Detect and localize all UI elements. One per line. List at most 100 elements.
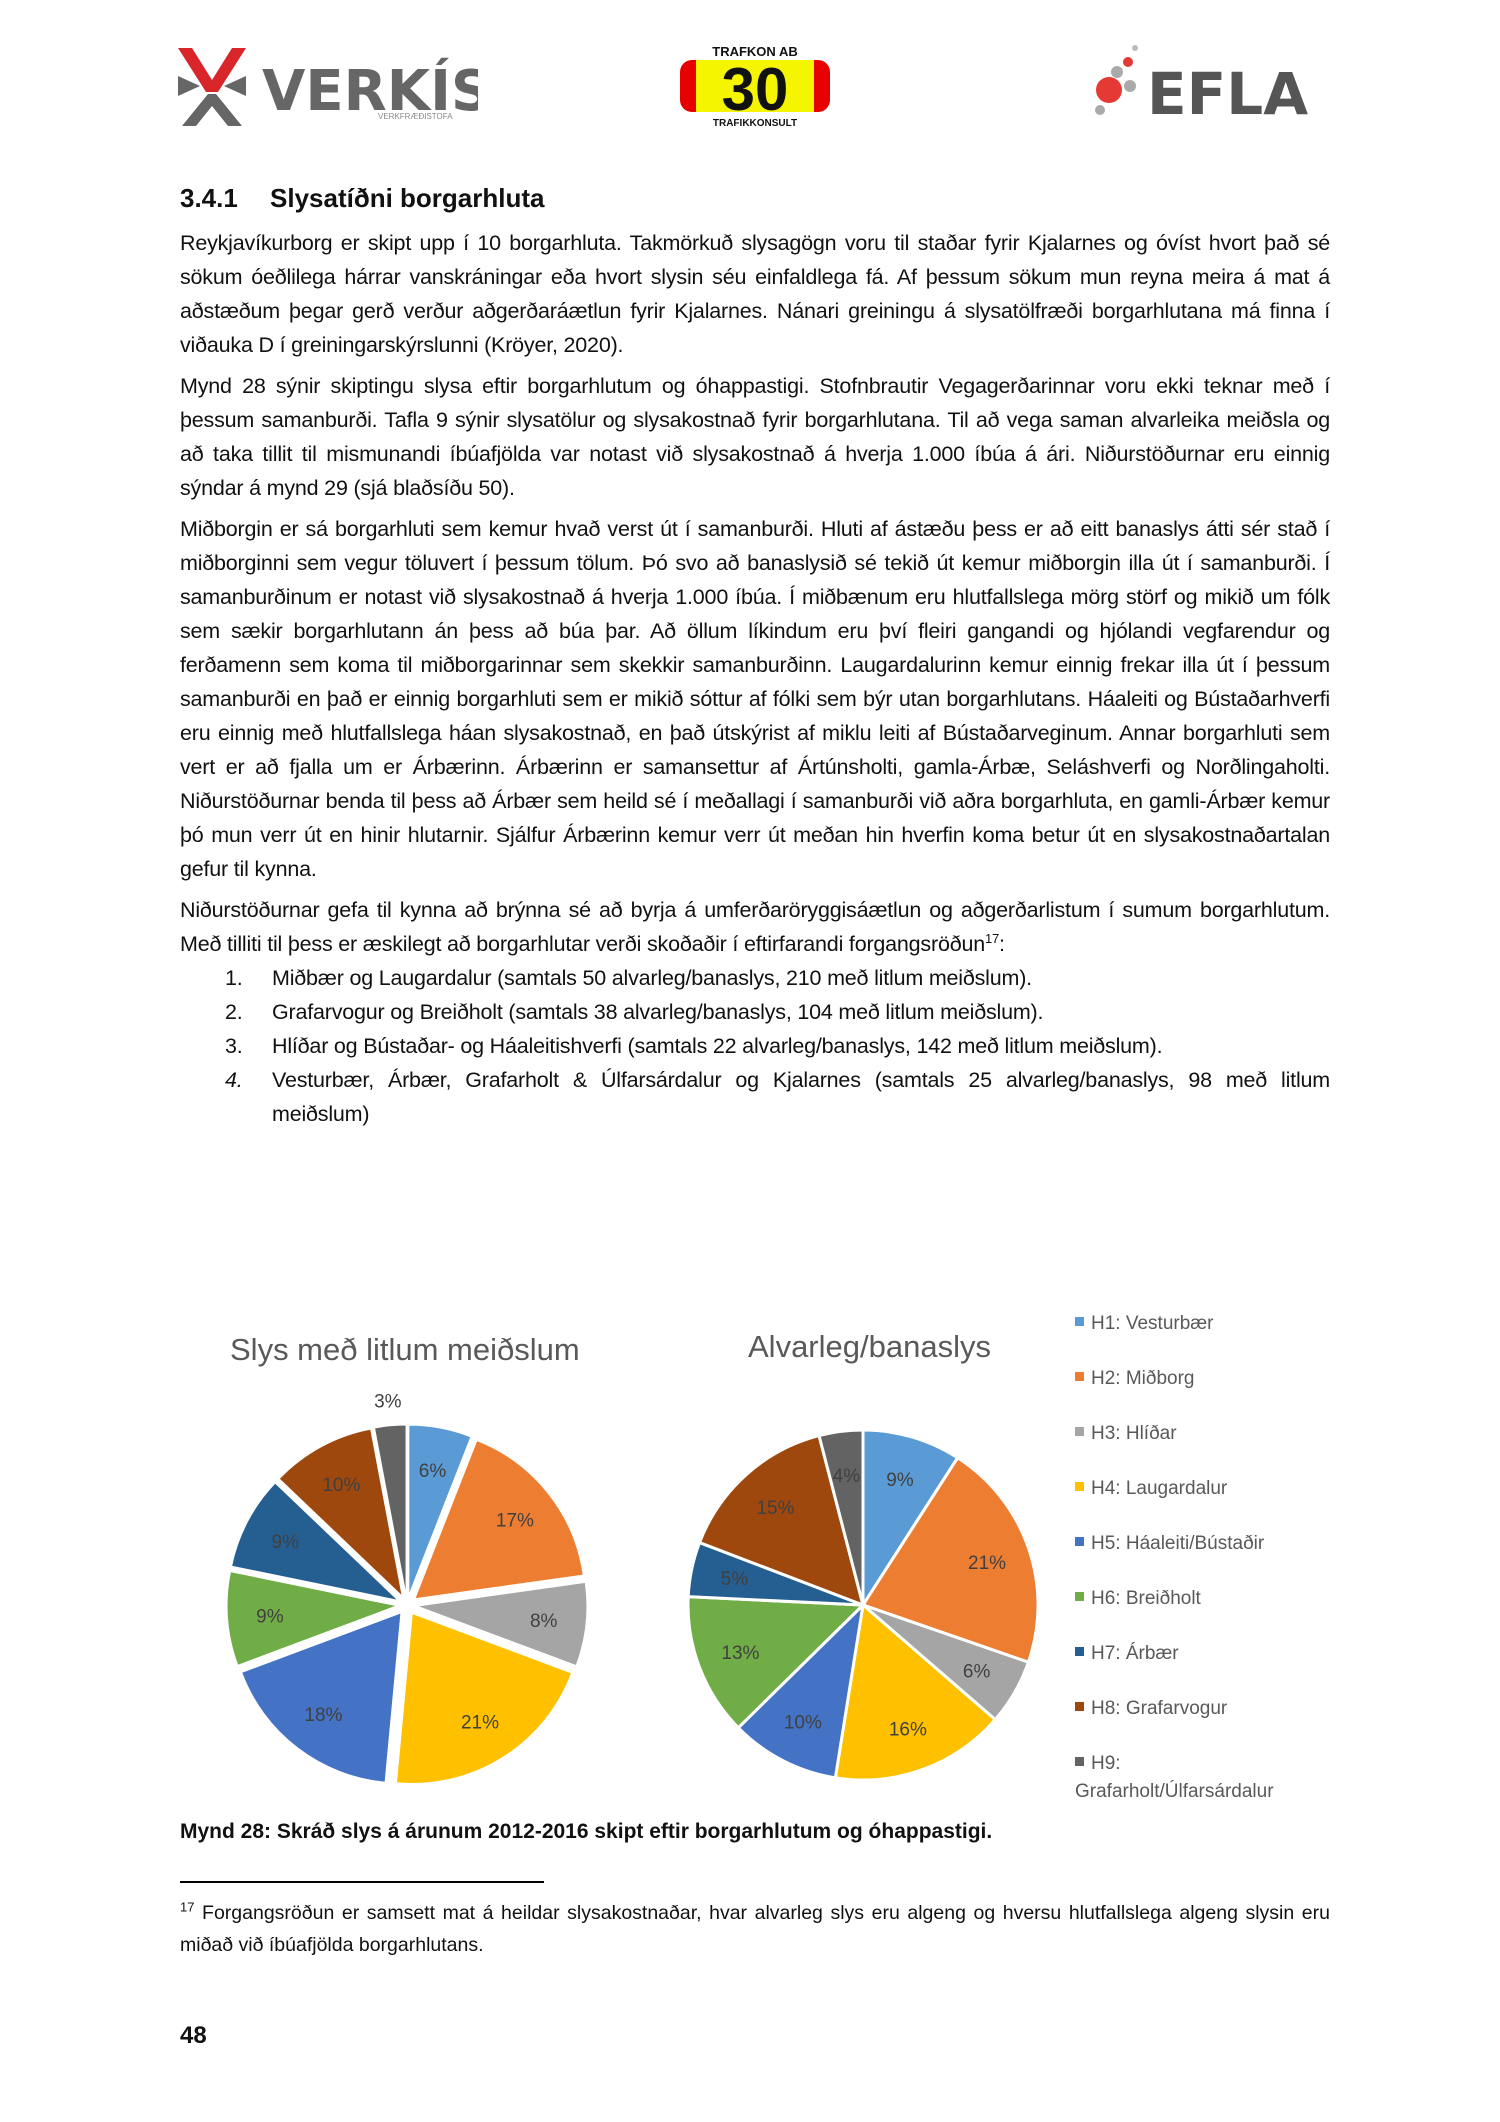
svg-text:TRAFKON AB: TRAFKON AB [712,44,797,59]
footnote-number: 17 [180,1899,195,1915]
legend-item: H4: Laugardalur [1075,1475,1227,1503]
legend-item: H1: Vesturbær [1075,1310,1214,1338]
pie-data-label: 9% [271,1532,299,1553]
pie-slice-5 [736,1600,866,1780]
footnote: 17 Forgangsröðun er samsett mat á heilda… [180,1897,1330,1961]
legend-swatch [1075,1482,1084,1492]
list-item: 1. Miðbær og Laugardalur (samtals 50 alva… [225,966,1032,990]
pie-data-label: 21% [461,1713,499,1734]
legend-swatch [1075,1372,1084,1382]
legend-swatch [1075,1647,1084,1657]
pie-data-label: 17% [496,1511,534,1532]
figure-caption: Mynd 28: Skráð slys á árunum 2012-2016 s… [180,1820,993,1843]
legend-item: H7: Árbær [1075,1640,1179,1668]
verkis-mark-icon: VERKÍS [178,48,491,126]
pie-slice-7 [231,1482,400,1602]
legend-label: H1: Vesturbær [1091,1313,1214,1334]
legend-label: H5: Háaleiti/Bústaðir [1091,1533,1265,1554]
list-item: 4. Vesturbær, Árbær, Grafarholt & Úlfarsá… [225,1068,1330,1126]
pie-chart-minor-injuries: 6% 17% 8% 21% 18% 9% 9% 10% 3% [226,1391,588,1784]
legend-item: H8: Grafarvogur [1075,1695,1227,1723]
footnote-separator [180,1881,544,1883]
pie-slice-9 [817,1428,865,1606]
section-heading: 3.4.1 Slysatíðni borgarhluta [180,183,545,214]
footnote-reference[interactable]: 17 [984,930,1000,946]
pie-data-label: 21% [968,1553,1006,1574]
pie-slice-6 [226,1571,399,1666]
trafkon-logo: TRAFKON AB 30 TRAFIKKONSULT [680,44,830,130]
pie-slice-4 [833,1602,998,1782]
pie-data-label: 9% [256,1607,284,1628]
efla-mark-icon: EFLA [1095,45,1308,128]
pie-data-label: 4% [833,1466,861,1487]
pie-data-label: 15% [756,1498,794,1519]
page-number: 48 [180,2022,207,2049]
pie-data-label: 13% [721,1643,759,1664]
legend-label: H9: [1091,1753,1121,1774]
pie-slice-9 [373,1424,407,1596]
legend-item: H3: Hlíðar [1075,1420,1177,1448]
svg-text:TRAFIKKONSULT: TRAFIKKONSULT [713,118,797,129]
legend-item: H9: Grafarholt/Úlfarsárdalur [1075,1750,1274,1806]
pie-data-label: 9% [886,1470,914,1491]
pie-slice-1 [861,1428,960,1611]
legend-item: H5: Háaleiti/Bústaðir [1075,1530,1264,1558]
pie-slice-6 [686,1595,867,1730]
legend-label: H3: Hlíðar [1091,1423,1177,1444]
svg-text:EFLA: EFLA [1147,60,1308,124]
pie-slice-1 [408,1424,472,1596]
pie-data-label: 18% [304,1705,342,1726]
pie-slice-2 [860,1455,1040,1665]
legend-label: H8: Grafarvogur [1091,1698,1228,1719]
pie-data-label: 10% [784,1713,822,1734]
efla-logo: EFLA [1095,42,1340,128]
pie-data-label: 16% [889,1719,927,1740]
pie-data-label: 3% [374,1391,402,1412]
paragraph: Reykjavíkurborg er skipt upp í 10 borgar… [180,231,1330,357]
paragraph-end: : [999,932,1005,956]
legend-swatch [1075,1537,1084,1547]
section-number: 3.4.1 [180,183,238,213]
priority-list: 1. Miðbær og Laugardalur (samtals 50 alva… [180,961,1330,1131]
paragraph: Mynd 28 sýnir skiptingu slysa eftir borg… [180,374,1330,500]
svg-text:VERKÍS: VERKÍS [262,58,478,124]
paragraph: Miðborgin er sá borgarhluti sem kemur hv… [180,517,1330,881]
pie-slice-4 [395,1612,573,1784]
legend-label: H6: Breiðholt [1091,1588,1201,1609]
pie-slice-5 [241,1612,402,1783]
pie-data-label: 6% [419,1461,447,1482]
list-item: 2. Grafarvogur og Breiðholt (samtals 38 a… [225,1000,1044,1024]
legend-swatch [1075,1592,1084,1602]
body-text: Reykjavíkurborg er skipt upp í 10 borgar… [180,226,1330,1131]
pie-slice-8 [697,1433,866,1608]
legend-swatch [1075,1427,1084,1437]
legend-item: H6: Breiðholt [1075,1585,1201,1613]
legend-swatch [1075,1757,1084,1767]
verkis-logo: VERKÍS VERKFRÆÐISTOFA [178,48,491,128]
chart-title-minor-injuries: Slys með litlum meiðslum [230,1332,580,1367]
svg-text:30: 30 [722,56,789,123]
verkis-subtitle: VERKFRÆÐISTOFA [378,112,453,121]
pie-chart-serious-fatal: 9% 21% 6% 16% 10% 13% 5% 15% 4% [686,1428,1040,1782]
chart-title-serious-fatal: Alvarleg/banaslys [748,1329,991,1364]
pie-data-label: 6% [963,1662,991,1683]
pie-slice-2 [414,1439,584,1600]
list-item: 3. Hlíðar og Bústaðar- og Háaleitishverfi… [225,1034,1163,1058]
legend-label: Grafarholt/Úlfarsárdalur [1075,1781,1274,1802]
legend-label: H4: Laugardalur [1091,1478,1228,1499]
legend-swatch [1075,1702,1084,1712]
pie-data-label: 5% [721,1569,749,1590]
pie-data-label: 8% [530,1611,558,1632]
legend-item: H2: Miðborg [1075,1365,1195,1393]
legend-label: H7: Árbær [1091,1643,1179,1664]
trafkon-mark-icon: TRAFKON AB 30 TRAFIKKONSULT [680,44,830,129]
pie-data-label: 10% [322,1475,360,1496]
legend-swatch [1075,1317,1084,1327]
section-title: Slysatíðni borgarhluta [270,183,545,213]
pie-slice-8 [278,1428,404,1598]
pie-slice-3 [416,1581,588,1667]
legend-label: H2: Miðborg [1091,1368,1195,1389]
footnote-text: Forgangsröðun er samsett mat á heildar s… [180,1902,1330,1956]
paragraph: Niðurstöðurnar gefa til kynna að brýnna … [180,893,1330,961]
paragraph-text: Niðurstöðurnar gefa til kynna að brýnna … [180,898,1330,956]
